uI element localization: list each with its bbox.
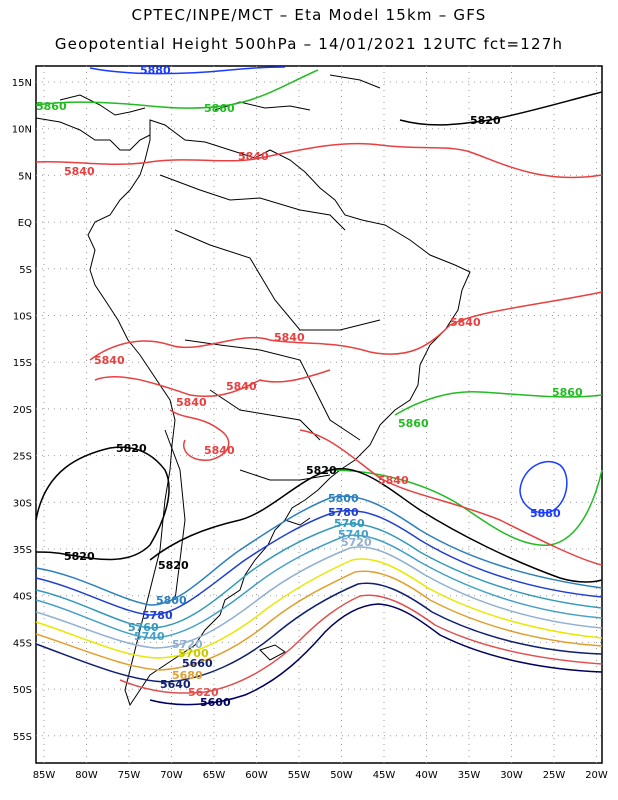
- label-5840-center4: 5840: [176, 396, 207, 409]
- label-5780-a: 5780: [328, 506, 359, 519]
- label-5700: 5700: [178, 647, 209, 660]
- lon-label: 35W: [458, 770, 481, 781]
- lon-label: 40W: [415, 770, 438, 781]
- contour-5820-northeast: [399, 91, 603, 126]
- lat-label: EQ: [18, 218, 32, 229]
- label-5820-northeast: 5820: [470, 114, 501, 127]
- contour-5760: [35, 523, 603, 629]
- contour-labels: 5880 5860 5860 5820 5840 5840 5840 5840 …: [36, 64, 583, 709]
- lon-label: 60W: [245, 770, 268, 781]
- label-5860-northwest: 5860: [36, 100, 67, 113]
- lon-label: 70W: [160, 770, 183, 781]
- label-5860-east: 5860: [552, 386, 583, 399]
- contour-5820-main: [149, 467, 603, 583]
- contour-5740: [35, 534, 603, 639]
- contour-5840-north: [35, 142, 603, 179]
- label-5820-center: 5820: [306, 464, 337, 477]
- label-5600: 5600: [200, 696, 231, 709]
- lon-label: 75W: [118, 770, 141, 781]
- label-5740-b: 5740: [134, 630, 165, 643]
- map-title: CPTEC/INPE/MCT – Eta Model 15km – GFS: [131, 6, 487, 24]
- label-5820-west: 5820: [116, 442, 147, 455]
- map-grid: [36, 66, 602, 763]
- contour-5680: [35, 570, 603, 671]
- label-5840-center3: 5840: [226, 380, 257, 393]
- contour-5660: [35, 582, 603, 683]
- lat-label: 10S: [13, 312, 32, 323]
- label-5640: 5640: [160, 678, 191, 691]
- label-5800-b: 5800: [156, 594, 187, 607]
- contour-5820-west: [35, 446, 170, 561]
- label-5660: 5660: [182, 657, 213, 670]
- lat-label: 55S: [13, 732, 32, 743]
- lon-label: 55W: [288, 770, 311, 781]
- label-5680: 5680: [172, 669, 203, 682]
- label-5840-center2: 5840: [94, 354, 125, 367]
- lon-label: 65W: [203, 770, 226, 781]
- lat-label: 40S: [13, 592, 32, 603]
- lat-label: 5S: [19, 265, 32, 276]
- label-5760-b: 5760: [128, 621, 159, 634]
- lon-label: 20W: [585, 770, 608, 781]
- label-5840-north: 5840: [238, 150, 269, 163]
- lat-label: 15S: [13, 358, 32, 369]
- lat-label: 5N: [18, 171, 32, 182]
- lat-label: 15N: [12, 78, 32, 89]
- label-5840-center5: 5840: [204, 444, 235, 457]
- label-5880-north: 5880: [140, 64, 171, 77]
- label-5840-west: 5840: [64, 165, 95, 178]
- map-frame: [35, 65, 603, 764]
- label-5840-northeast: 5840: [450, 316, 481, 329]
- contour-5860-north: [35, 69, 319, 109]
- label-5620: 5620: [188, 686, 219, 699]
- contour-5640: [119, 594, 603, 694]
- contour-5880-north: [89, 66, 286, 75]
- latitude-labels: 15N 10N 5N EQ 5S 10S 15S 20S 25S 30S 35S 40S 45S 50S 5…: [12, 78, 32, 743]
- contour-5840-loop: [169, 409, 230, 461]
- label-5740-a: 5740: [338, 528, 369, 541]
- lon-label: 85W: [33, 770, 56, 781]
- contour-5720: [35, 546, 603, 649]
- contour-5860-east: [394, 391, 603, 416]
- label-5860-north: 5860: [204, 102, 235, 115]
- contour-5780: [35, 509, 603, 616]
- contour-lines: [35, 66, 603, 706]
- lon-label: 80W: [75, 770, 98, 781]
- lat-label: 20S: [13, 405, 32, 416]
- map-subtitle: Geopotential Height 500hPa – 14/01/2021 …: [54, 35, 564, 53]
- label-5820-southwest: 5820: [64, 550, 95, 563]
- label-5720-a: 5720: [341, 536, 372, 549]
- lon-label: 30W: [500, 770, 523, 781]
- lat-label: 45S: [13, 638, 32, 649]
- lat-label: 10N: [12, 125, 32, 136]
- contour-5840-south: [299, 429, 603, 566]
- label-5760-a: 5760: [334, 517, 365, 530]
- lat-label: 30S: [13, 498, 32, 509]
- lat-label: 25S: [13, 452, 32, 463]
- label-5720-b: 5720: [172, 638, 203, 651]
- contour-5840-middle: [89, 291, 603, 361]
- lon-label: 25W: [543, 770, 566, 781]
- lat-label: 50S: [13, 685, 32, 696]
- contour-5700: [35, 558, 603, 659]
- lon-label: 45W: [373, 770, 396, 781]
- label-5840-center6: 5840: [378, 474, 409, 487]
- label-5800-a: 5800: [328, 492, 359, 505]
- lon-label: 50W: [330, 770, 353, 781]
- longitude-labels: 85W 80W 75W 70W 65W 60W 55W 50W 45W 40W 35W 30W 25W 2…: [33, 770, 608, 781]
- label-5780-b: 5780: [142, 609, 173, 622]
- label-5840-center1: 5840: [274, 331, 305, 344]
- lat-label: 35S: [13, 545, 32, 556]
- contour-5800: [35, 495, 603, 606]
- contour-5620: [149, 603, 603, 706]
- label-5880-high: 5880: [530, 507, 561, 520]
- label-5820-south: 5820: [158, 559, 189, 572]
- label-5860-southeast: 5860: [398, 417, 429, 430]
- coastline: [35, 74, 471, 707]
- contour-5860-southeast: [329, 469, 603, 546]
- contour-5880-high: [519, 460, 568, 514]
- contour-5840-middle-b: [94, 369, 331, 398]
